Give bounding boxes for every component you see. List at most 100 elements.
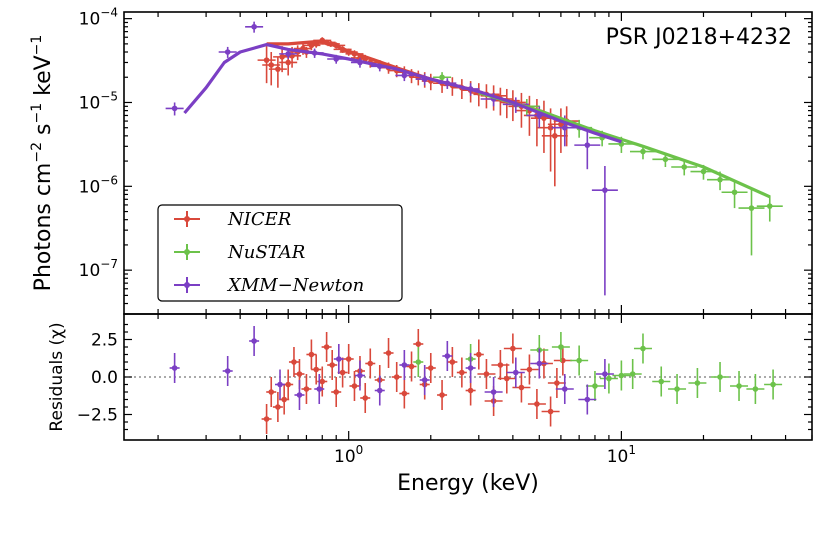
y-tick-base: 10 [79, 93, 101, 113]
legend-label-nicer: NICER [227, 209, 291, 230]
y-tick-exp: −5 [100, 89, 118, 103]
y-label-part-2: s [31, 124, 56, 142]
y-label-sup-1: −2 [29, 142, 45, 163]
point-nicer-1 [268, 62, 275, 68]
legend-frame [157, 204, 403, 302]
residual-point-nustar-16 [770, 381, 776, 388]
point-xmm-newton-16 [584, 142, 591, 148]
residual-point-xmm-newton-0 [171, 365, 178, 371]
residual-point-nicer-7 [303, 386, 310, 392]
residual-point-xmm-newton-11 [444, 353, 451, 359]
residual-point-nicer-10 [319, 378, 326, 385]
residual-point-nustar-0 [415, 359, 422, 365]
point-xmm-newton-15 [561, 124, 568, 131]
y-tick-label-1: 10−6 [79, 173, 118, 197]
residual-point-xmm-newton-6 [336, 356, 342, 362]
residual-point-nicer-19 [367, 360, 374, 367]
residual-point-nicer-6 [296, 371, 303, 377]
legend: NICER NuSTAR XMM−Newton [157, 204, 403, 302]
y-tick-base: 10 [79, 177, 101, 197]
legend-marker-nicer-dot [184, 216, 190, 222]
residual-point-nicer-32 [475, 351, 482, 358]
residual-point-xmm-newton-9 [401, 362, 408, 368]
y-label-part-3: keV [31, 55, 56, 103]
point-nicer-3 [279, 54, 285, 60]
residual-point-xmm-newton-7 [357, 372, 363, 379]
point-nustar-7 [681, 164, 688, 170]
point-nicer-4 [285, 59, 291, 66]
residual-point-nicer-3 [281, 396, 287, 403]
residual-point-nicer-22 [393, 374, 400, 380]
residual-point-nicer-38 [518, 384, 525, 391]
residual-point-nicer-5 [291, 359, 297, 365]
residual-point-xmm-newton-1 [224, 368, 231, 374]
point-nicer-0 [263, 57, 270, 63]
residual-point-nustar-7 [618, 372, 625, 379]
x-tick-exp: 0 [356, 443, 364, 457]
residual-point-nicer-18 [362, 395, 369, 401]
point-xmm-newton-1 [224, 49, 231, 55]
point-nustar-5 [640, 148, 646, 155]
residual-point-nicer-21 [385, 350, 392, 356]
residual-point-nicer-37 [510, 345, 516, 352]
residual-point-nicer-42 [547, 408, 554, 415]
series-nicer [257, 37, 580, 187]
x-tick-label-0: 100 [334, 443, 363, 467]
residual-point-nustar-11 [674, 386, 680, 392]
point-xmm-newton-0 [171, 105, 178, 112]
residual-point-nicer-39 [526, 366, 533, 373]
x-tick-label-1: 101 [607, 443, 636, 467]
residual-series-xmm-newton [169, 326, 614, 415]
residual-y-tick-label-0: 2.5 [91, 331, 118, 351]
residual-point-xmm-newton-8 [376, 387, 383, 394]
residual-point-nicer-23 [401, 390, 408, 397]
spectrum-x-ticks [157, 12, 813, 314]
y-tick-base: 10 [79, 261, 101, 281]
residual-point-nustar-6 [606, 375, 612, 382]
residual-point-nicer-4 [285, 381, 291, 388]
spectrum-y-axis-label: Photons cm−2 s−1 keV−1 [29, 35, 56, 292]
x-axis-label: Energy (keV) [397, 471, 539, 496]
residual-y-tick-label-1: 0.0 [91, 368, 118, 388]
point-xmm-newton-8 [401, 72, 408, 79]
x-tick-base: 10 [334, 447, 356, 467]
residual-point-nicer-1 [268, 389, 275, 395]
residual-point-nicer-30 [459, 369, 465, 376]
spectrum-y-ticks: 10−710−610−510−4 [79, 6, 812, 315]
legend-label-xmm: XMM−Newton [226, 275, 364, 296]
residual-point-nicer-16 [351, 383, 358, 389]
residual-point-nustar-4 [576, 357, 582, 364]
residuals-y-ticks: 2.5 0.0 −2.5 [77, 323, 812, 431]
y-label-sup-2: −1 [29, 103, 45, 124]
y-tick-exp: −7 [100, 257, 118, 271]
residual-point-nicer-40 [534, 401, 540, 407]
y-tick-label-0: 10−7 [79, 257, 118, 281]
residual-point-nustar-9 [640, 345, 646, 352]
residual-point-xmm-newton-2 [251, 338, 257, 344]
point-nustar-10 [731, 189, 738, 196]
x-tick-base: 10 [607, 447, 629, 467]
residual-point-xmm-newton-13 [490, 389, 497, 395]
residual-point-nicer-8 [308, 351, 315, 358]
legend-marker-nustar-dot [184, 249, 190, 255]
residual-point-nicer-27 [427, 365, 434, 371]
legend-item-xmm: XMM−Newton [174, 275, 364, 296]
residual-point-xmm-newton-10 [421, 377, 428, 383]
y-label-sup-3: −1 [29, 35, 45, 56]
residual-point-xmm-newton-3 [277, 381, 283, 388]
residual-point-nicer-13 [333, 389, 340, 395]
point-nicer-43 [547, 124, 554, 131]
residual-point-xmm-newton-14 [512, 369, 519, 376]
residual-point-nicer-24 [408, 363, 415, 370]
residual-point-xmm-newton-4 [296, 392, 303, 398]
residual-point-nicer-33 [483, 371, 490, 377]
residual-series-nicer [261, 329, 572, 434]
residuals-x-ticks: 100 101 [157, 314, 813, 467]
residual-y-tick-label-2: −2.5 [77, 406, 118, 426]
legend-label-nustar: NuSTAR [227, 242, 305, 263]
residual-point-nicer-11 [323, 344, 330, 350]
residual-point-nustar-5 [592, 383, 598, 389]
y-tick-exp: −6 [100, 173, 118, 187]
point-nustar-6 [662, 156, 669, 163]
spectrum-panel: 10−710−610−510−4 PSR J0218+4232 Photons … [29, 6, 813, 315]
